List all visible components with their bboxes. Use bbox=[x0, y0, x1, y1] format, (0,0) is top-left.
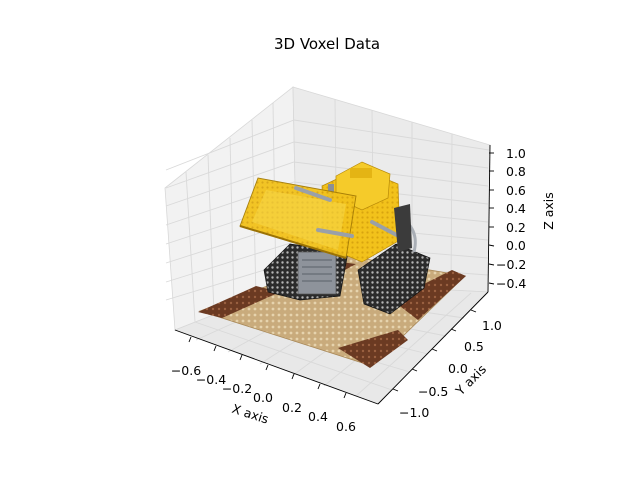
z-axis-label: Z axis bbox=[541, 192, 556, 230]
z-tick-label: 0.0 bbox=[506, 238, 526, 253]
rear-ripper bbox=[394, 204, 412, 252]
y-axis-line bbox=[377, 291, 489, 405]
x-tick-labels: −0.6 −0.4 −0.2 0.0 0.2 0.4 0.6 bbox=[171, 363, 356, 434]
y-tick-label: 1.0 bbox=[482, 318, 502, 333]
chart-title: 3D Voxel Data bbox=[274, 35, 380, 53]
y-tick-labels: −1.0 −0.5 0.0 0.5 1.0 bbox=[399, 318, 502, 420]
pad-front bbox=[338, 330, 408, 368]
y-tick-label: 0.5 bbox=[464, 339, 484, 354]
x-axis-line bbox=[174, 329, 379, 405]
z-tick-label: 1.0 bbox=[506, 146, 526, 161]
blade-inner bbox=[252, 190, 346, 250]
voxel-scene bbox=[198, 161, 466, 368]
z-tick-labels: −0.4 −0.2 0.0 0.2 0.4 0.6 0.8 1.0 bbox=[496, 146, 526, 291]
y-tick-label: −1.0 bbox=[399, 405, 429, 420]
x-tick-label: −0.4 bbox=[196, 372, 226, 387]
x-tick-label: −0.2 bbox=[222, 381, 252, 396]
z-tick-label: −0.2 bbox=[496, 257, 526, 272]
cab-window bbox=[350, 168, 372, 178]
z-tick-label: −0.4 bbox=[496, 276, 526, 291]
y-tick-label: 0.0 bbox=[448, 361, 468, 376]
z-tick-label: 0.8 bbox=[506, 164, 526, 179]
z-tick-label: 0.2 bbox=[506, 220, 526, 235]
front-grille bbox=[297, 251, 337, 295]
pad-right bbox=[392, 270, 466, 320]
x-tick-label: −0.6 bbox=[171, 363, 201, 378]
z-tick-label: 0.6 bbox=[506, 183, 526, 198]
z-tick-label: 0.4 bbox=[506, 201, 526, 216]
y-tick-label: −0.5 bbox=[418, 384, 448, 399]
tick-marks bbox=[188, 152, 495, 399]
track-right bbox=[357, 243, 431, 315]
axis-lines bbox=[174, 144, 491, 405]
x-tick-label: 0.0 bbox=[253, 390, 273, 405]
x-tick-label: 0.2 bbox=[282, 400, 302, 415]
z-axis-line bbox=[487, 144, 491, 293]
x-tick-label: 0.6 bbox=[336, 419, 356, 434]
pad-left bbox=[198, 286, 280, 318]
x-tick-label: 0.4 bbox=[308, 409, 328, 424]
